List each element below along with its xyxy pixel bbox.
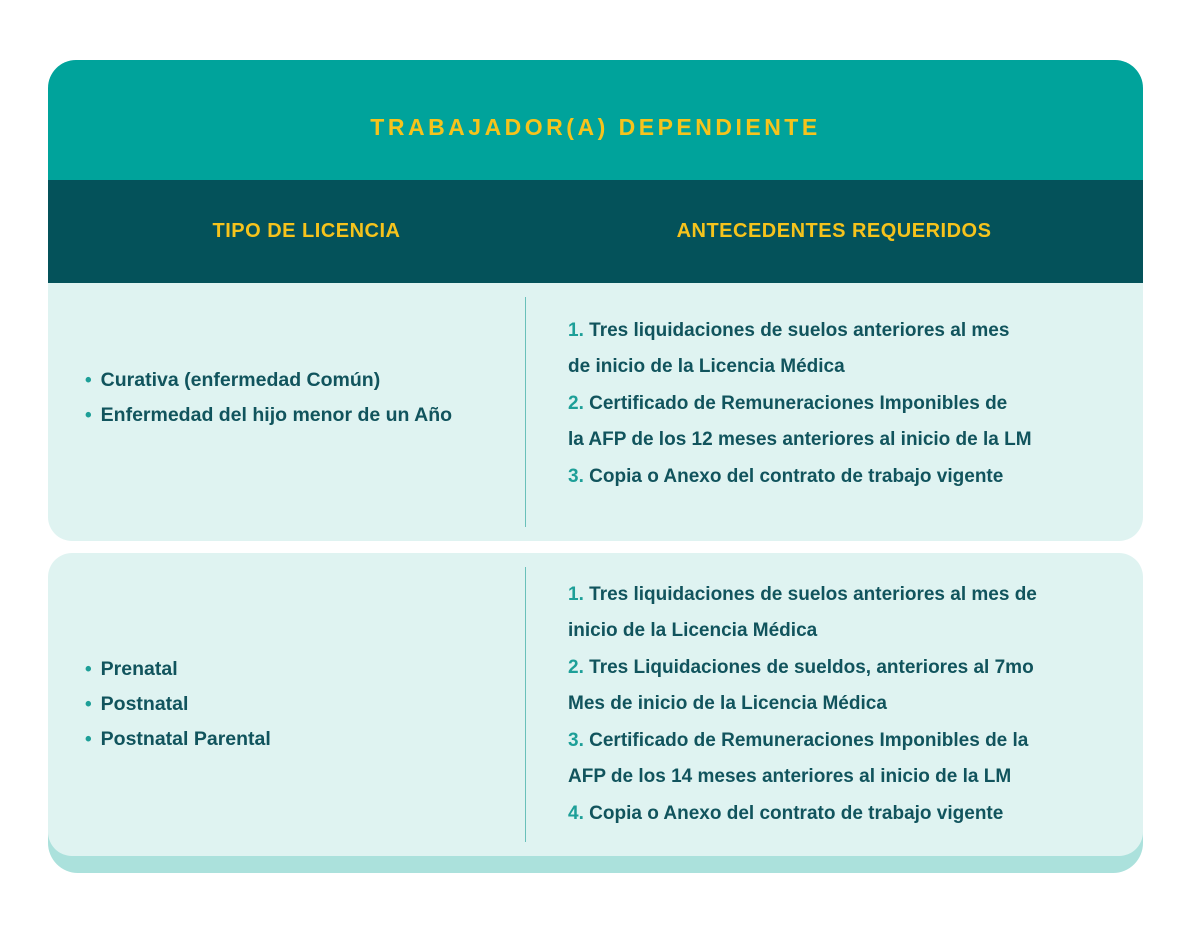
license-type-cell: • Prenatal • Postnatal • Postnatal Parental — [48, 553, 525, 856]
license-list: • Prenatal • Postnatal • Postnatal Parental — [85, 652, 271, 757]
bullet-icon: • — [85, 405, 92, 426]
requirement-text: Tres liquidaciones de suelos anteriores … — [568, 583, 1037, 642]
bullet-icon: • — [85, 694, 92, 715]
column-divider — [525, 297, 526, 527]
bullet-icon: • — [85, 370, 92, 391]
item-number: 2. — [568, 392, 584, 414]
requirement-text: Copia o Anexo del contrato de trabajo vi… — [583, 802, 1004, 824]
item-number: 3. — [568, 465, 584, 487]
requirement-text: Certificado de Remuneraciones Imponibles… — [568, 392, 1032, 451]
license-label: Postnatal Parental — [100, 728, 271, 750]
license-label: Postnatal — [100, 693, 189, 715]
requirements-list: 1. Tres liquidaciones de suelos anterior… — [568, 577, 1037, 833]
dependent-worker-table: TRABAJADOR(A) DEPENDIENTE TIPO DE LICENC… — [48, 60, 1143, 873]
requirement-item: 3. Certificado de Remuneraciones Imponib… — [568, 723, 1037, 796]
item-number: 1. — [568, 583, 584, 605]
requirement-text: Tres Liquidaciones de sueldos, anteriore… — [568, 656, 1034, 715]
table-title: TRABAJADOR(A) DEPENDIENTE — [370, 113, 821, 140]
requirement-text: Tres liquidaciones de suelos anteriores … — [568, 319, 1010, 378]
requirement-item: 1. Tres liquidaciones de suelos anterior… — [568, 313, 1032, 386]
requirement-item: 3. Copia o Anexo del contrato de trabajo… — [568, 459, 1032, 496]
column-divider — [525, 567, 526, 842]
requirement-item: 1. Tres liquidaciones de suelos anterior… — [568, 577, 1037, 650]
table-row-curativa: • Curativa (enfermedad Común) • Enfermedad … — [48, 283, 1143, 541]
license-label: Enfermedad del hijo menor de un Año — [100, 404, 453, 426]
license-item: • Enfermedad del hijo menor de un Año — [85, 398, 452, 433]
license-list: • Curativa (enfermedad Común) • Enfermedad … — [85, 363, 452, 433]
license-item: • Curativa (enfermedad Común) — [85, 363, 452, 398]
requirement-item: 2. Tres Liquidaciones de sueldos, anteri… — [568, 650, 1037, 723]
table-row-maternal: • Prenatal • Postnatal • Postnatal Parental 1… — [48, 553, 1143, 856]
column-header-row: TIPO DE LICENCIA ANTECEDENTES REQUERIDOS — [48, 180, 1143, 283]
requirement-item: 2. Certificado de Remuneraciones Imponib… — [568, 386, 1032, 459]
license-item: • Postnatal — [85, 687, 271, 722]
item-number: 2. — [568, 656, 584, 678]
requirement-item: 4. Copia o Anexo del contrato de trabajo… — [568, 796, 1037, 833]
license-label: Prenatal — [100, 658, 178, 680]
item-number: 3. — [568, 729, 584, 751]
bullet-icon: • — [85, 729, 92, 750]
column-header-antecedentes-requeridos: ANTECEDENTES REQUERIDOS — [676, 220, 992, 242]
requirements-cell: 1. Tres liquidaciones de suelos anterior… — [526, 553, 1143, 856]
bullet-icon: • — [85, 659, 92, 680]
requirements-list: 1. Tres liquidaciones de suelos anterior… — [568, 313, 1032, 496]
item-number: 1. — [568, 319, 584, 341]
column-header-tipo-de-licencia: TIPO DE LICENCIA — [212, 220, 401, 242]
license-item: • Prenatal — [85, 652, 271, 687]
row-gap — [48, 541, 1143, 553]
requirement-text: Certificado de Remuneraciones Imponibles… — [568, 729, 1029, 788]
license-label: Curativa (enfermedad Común) — [100, 369, 381, 391]
requirement-text: Copia o Anexo del contrato de trabajo vi… — [583, 465, 1004, 487]
table-title-bar: TRABAJADOR(A) DEPENDIENTE — [48, 60, 1143, 180]
requirements-cell: 1. Tres liquidaciones de suelos anterior… — [526, 283, 1143, 541]
license-type-cell: • Curativa (enfermedad Común) • Enfermedad … — [48, 283, 525, 541]
license-item: • Postnatal Parental — [85, 722, 271, 757]
item-number: 4. — [568, 802, 584, 824]
